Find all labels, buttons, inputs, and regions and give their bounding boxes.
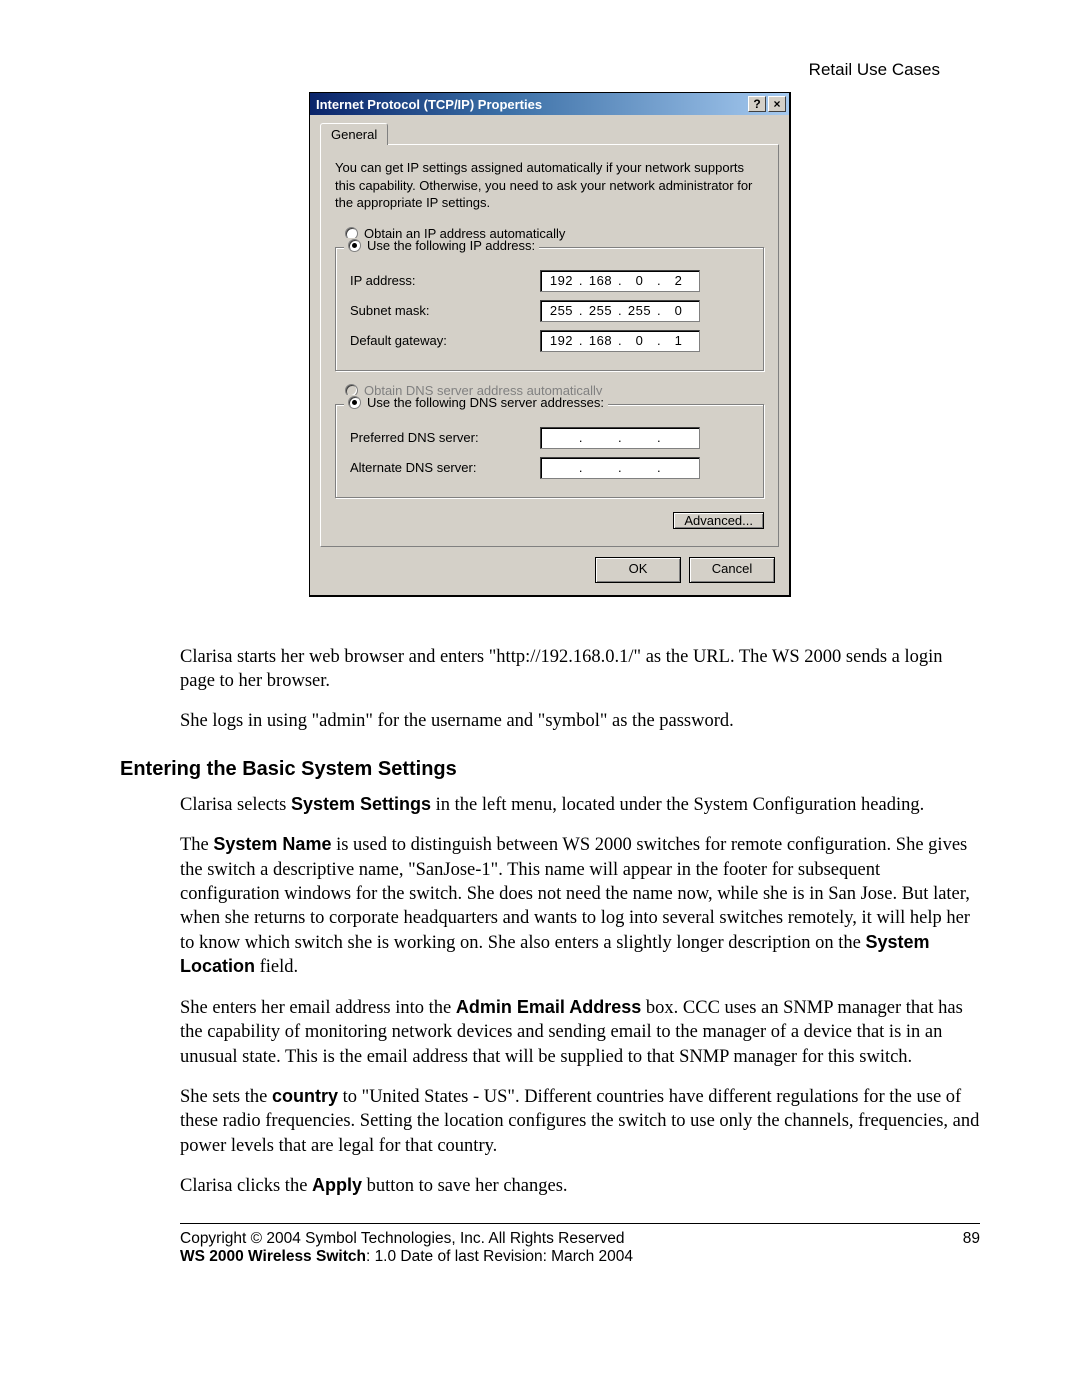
para-login: She logs in using "admin" for the userna… (180, 709, 980, 733)
dns-groupbox: Use the following DNS server addresses: … (335, 404, 764, 498)
radio-icon (348, 239, 361, 252)
dialog-title: Internet Protocol (TCP/IP) Properties (316, 97, 746, 112)
para-system-name: The System Name is used to distinguish b… (180, 833, 980, 979)
tabstrip: General (320, 123, 779, 145)
preferred-dns-label: Preferred DNS server: (350, 430, 540, 445)
footer-rule (180, 1223, 980, 1224)
ok-button[interactable]: OK (595, 557, 681, 583)
radio-icon (348, 396, 361, 409)
intro-text: You can get IP settings assigned automat… (335, 159, 764, 212)
dialog-body: General You can get IP settings assigned… (310, 115, 789, 595)
heading-basic-settings: Entering the Basic System Settings (120, 758, 980, 781)
radio-use-dns[interactable]: Use the following DNS server addresses: (344, 395, 608, 410)
cancel-button[interactable]: Cancel (689, 557, 775, 583)
radio-label: Use the following IP address: (367, 238, 535, 253)
footer-page-number: 89 (963, 1230, 980, 1248)
radio-use-ip[interactable]: Use the following IP address: (344, 238, 539, 253)
help-icon[interactable]: ? (748, 96, 766, 112)
default-gateway-input[interactable]: 192. 168. 0. 1 (540, 330, 700, 352)
para-apply: Clarisa clicks the Apply button to save … (180, 1174, 980, 1198)
subnet-mask-input[interactable]: 255. 255. 255. 0 (540, 300, 700, 322)
advanced-button[interactable]: Advanced... (673, 512, 764, 529)
page-header-right: Retail Use Cases (120, 60, 980, 80)
ip-address-input[interactable]: 192. 168. 0. 2 (540, 270, 700, 292)
advanced-row: Advanced... (335, 510, 764, 532)
para-admin-email: She enters her email address into the Ad… (180, 996, 980, 1069)
tab-panel-general: You can get IP settings assigned automat… (320, 144, 779, 547)
para-select-settings: Clarisa selects System Settings in the l… (180, 793, 980, 817)
footer-line1: Copyright © 2004 Symbol Technologies, In… (180, 1230, 980, 1248)
para-country: She sets the country to "United States -… (180, 1085, 980, 1158)
footer-copyright: Copyright © 2004 Symbol Technologies, In… (180, 1230, 625, 1248)
alternate-dns-input[interactable]: . . . (540, 457, 700, 479)
close-icon[interactable]: × (768, 96, 786, 112)
document-body: Clarisa starts her web browser and enter… (180, 645, 980, 1266)
alternate-dns-label: Alternate DNS server: (350, 460, 540, 475)
tcpip-properties-dialog: Internet Protocol (TCP/IP) Properties ? … (309, 92, 791, 597)
preferred-dns-input[interactable]: . . . (540, 427, 700, 449)
subnet-mask-label: Subnet mask: (350, 303, 540, 318)
titlebar: Internet Protocol (TCP/IP) Properties ? … (310, 93, 789, 115)
dialog-button-row: OK Cancel (320, 547, 779, 585)
footer-line2: WS 2000 Wireless Switch: 1.0 Date of las… (180, 1248, 980, 1266)
default-gateway-label: Default gateway: (350, 333, 540, 348)
ip-address-label: IP address: (350, 273, 540, 288)
radio-label: Use the following DNS server addresses: (367, 395, 604, 410)
tab-general[interactable]: General (320, 123, 388, 145)
ip-groupbox: Use the following IP address: IP address… (335, 247, 764, 371)
para-browser: Clarisa starts her web browser and enter… (180, 645, 980, 694)
